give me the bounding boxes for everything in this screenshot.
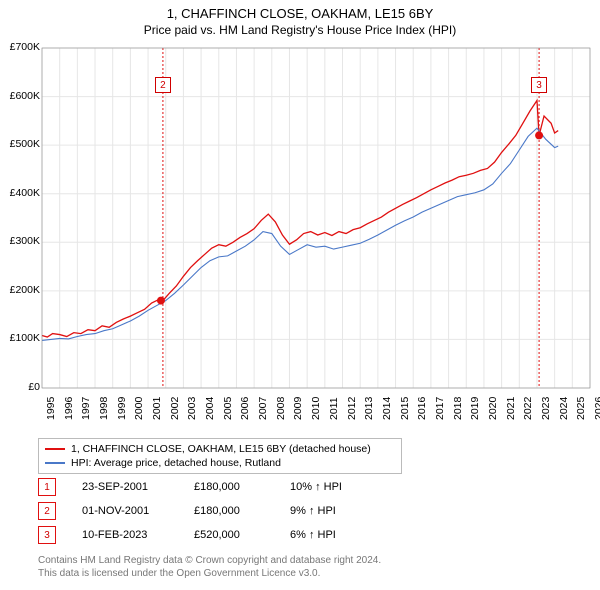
x-tick-label: 2006 <box>239 397 251 420</box>
sale-pct: 10% ↑ HPI <box>290 481 370 493</box>
chart-container: 1, CHAFFINCH CLOSE, OAKHAM, LE15 6BY Pri… <box>0 0 600 590</box>
legend: 1, CHAFFINCH CLOSE, OAKHAM, LE15 6BY (de… <box>38 438 402 474</box>
event-marker: 2 <box>155 77 171 93</box>
legend-label: HPI: Average price, detached house, Rutl… <box>71 457 281 469</box>
x-tick-label: 2019 <box>469 397 481 420</box>
price-chart <box>0 0 600 440</box>
event-marker: 3 <box>531 77 547 93</box>
sale-marker: 3 <box>38 526 56 544</box>
x-tick-label: 2015 <box>399 397 411 420</box>
sale-price: £180,000 <box>194 505 264 517</box>
x-tick-label: 2022 <box>522 397 534 420</box>
legend-swatch <box>45 462 65 464</box>
y-tick-label: £100K <box>0 332 40 344</box>
x-tick-label: 2023 <box>540 397 552 420</box>
sale-pct: 6% ↑ HPI <box>290 529 370 541</box>
sale-date: 01-NOV-2001 <box>82 505 168 517</box>
x-tick-label: 2011 <box>328 397 340 420</box>
y-tick-label: £700K <box>0 41 40 53</box>
x-tick-label: 2013 <box>363 397 375 420</box>
x-tick-label: 2007 <box>257 397 269 420</box>
x-tick-label: 1998 <box>98 397 110 420</box>
x-tick-label: 2025 <box>575 397 587 420</box>
x-tick-label: 2020 <box>487 397 499 420</box>
x-tick-label: 2000 <box>133 397 145 420</box>
sale-pct: 9% ↑ HPI <box>290 505 370 517</box>
y-tick-label: £200K <box>0 284 40 296</box>
sale-row: 1 23-SEP-2001 £180,000 10% ↑ HPI <box>38 478 370 496</box>
x-tick-label: 2005 <box>222 397 234 420</box>
legend-label: 1, CHAFFINCH CLOSE, OAKHAM, LE15 6BY (de… <box>71 443 371 455</box>
x-tick-label: 2026 <box>593 397 600 420</box>
x-tick-label: 1997 <box>80 397 92 420</box>
sale-row: 3 10-FEB-2023 £520,000 6% ↑ HPI <box>38 526 370 544</box>
sale-date: 23-SEP-2001 <box>82 481 168 493</box>
sale-marker: 2 <box>38 502 56 520</box>
sale-row: 2 01-NOV-2001 £180,000 9% ↑ HPI <box>38 502 370 520</box>
legend-swatch <box>45 448 65 450</box>
x-tick-label: 2024 <box>558 397 570 420</box>
x-tick-label: 2002 <box>169 397 181 420</box>
footer-line-1: Contains HM Land Registry data © Crown c… <box>38 554 381 567</box>
sale-price: £520,000 <box>194 529 264 541</box>
footer-attribution: Contains HM Land Registry data © Crown c… <box>38 554 381 580</box>
x-tick-label: 2016 <box>416 397 428 420</box>
x-tick-label: 2014 <box>381 397 393 420</box>
x-tick-label: 2004 <box>204 397 216 420</box>
sale-date: 10-FEB-2023 <box>82 529 168 541</box>
x-tick-label: 2010 <box>310 397 322 420</box>
x-tick-label: 2021 <box>505 397 517 420</box>
footer-line-2: This data is licensed under the Open Gov… <box>38 567 381 580</box>
y-tick-label: £400K <box>0 187 40 199</box>
legend-row: HPI: Average price, detached house, Rutl… <box>45 456 395 470</box>
y-tick-label: £500K <box>0 138 40 150</box>
x-tick-label: 2001 <box>151 397 163 420</box>
y-tick-label: £300K <box>0 235 40 247</box>
x-tick-label: 2012 <box>346 397 358 420</box>
x-tick-label: 2017 <box>434 397 446 420</box>
x-tick-label: 1999 <box>116 397 128 420</box>
x-tick-label: 1995 <box>45 397 57 420</box>
sales-table: 1 23-SEP-2001 £180,000 10% ↑ HPI 2 01-NOV-200… <box>38 478 370 550</box>
x-tick-label: 2009 <box>292 397 304 420</box>
x-tick-label: 2008 <box>275 397 287 420</box>
sale-marker: 1 <box>38 478 56 496</box>
legend-row: 1, CHAFFINCH CLOSE, OAKHAM, LE15 6BY (de… <box>45 442 395 456</box>
x-tick-label: 2018 <box>452 397 464 420</box>
y-tick-label: £600K <box>0 90 40 102</box>
x-tick-label: 1996 <box>63 397 75 420</box>
y-tick-label: £0 <box>0 381 40 393</box>
x-tick-label: 2003 <box>186 397 198 420</box>
sale-price: £180,000 <box>194 481 264 493</box>
